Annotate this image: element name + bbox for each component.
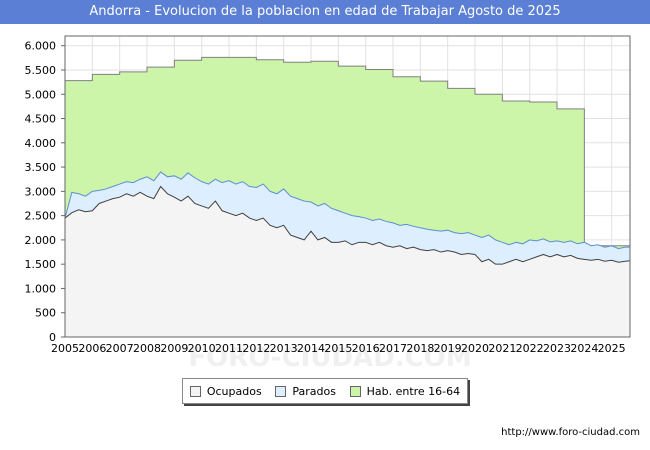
y-tick-label-0: 0 xyxy=(49,331,56,344)
y-tick-label-6: 3.000 xyxy=(25,185,57,198)
x-tick-label-14: 2019 xyxy=(434,342,462,355)
y-tick-label-2: 1.000 xyxy=(25,282,57,295)
x-tick-label-1: 2006 xyxy=(78,342,106,355)
legend-item-ocupados: Ocupados xyxy=(189,384,262,398)
legend-label-hab: Hab. entre 16-64 xyxy=(366,384,461,398)
series-line-0 xyxy=(65,56,630,247)
series-area-2 xyxy=(65,186,630,337)
y-tick-label-7: 3.500 xyxy=(25,161,57,174)
y-tick-label-5: 2.500 xyxy=(25,210,57,223)
x-tick-label-12: 2017 xyxy=(379,342,407,355)
x-tick-label-15: 2020 xyxy=(461,342,489,355)
series-line-1 xyxy=(64,171,630,250)
axes: 0 500 1.000 1.500 2.000 2.500 3.000 3.500 4.000 4… xyxy=(25,35,631,355)
x-tick-label-0: 2005 xyxy=(51,342,79,355)
y-tick-label-4: 2.000 xyxy=(25,234,57,247)
x-tick-label-16: 2021 xyxy=(488,342,516,355)
y-tick-label-12: 6.000 xyxy=(25,40,57,53)
plot-border xyxy=(64,35,631,338)
x-tick-label-2: 2007 xyxy=(106,342,134,355)
x-tick-label-7: 2012 xyxy=(242,342,270,355)
legend-item-parados: Parados xyxy=(275,385,336,398)
y-tick-label-3: 1.500 xyxy=(25,258,57,271)
x-tick-label-17: 2022 xyxy=(516,342,544,355)
legend-swatch-hab xyxy=(349,385,361,397)
x-tick-label-20: 2025 xyxy=(598,342,626,355)
x-tick-label-4: 2009 xyxy=(160,342,188,355)
x-tick-label-19: 2024 xyxy=(570,342,598,355)
source-link[interactable]: http://www.foro-ciudad.com xyxy=(501,427,640,438)
legend-label-parados: Parados xyxy=(292,384,336,398)
watermark: FORO-CIUDAD.COM xyxy=(188,343,471,373)
y-tick-label-10: 5.000 xyxy=(25,88,57,101)
x-tick-label-18: 2023 xyxy=(543,342,571,355)
y-tick-label-11: 5.500 xyxy=(25,64,57,77)
x-tick-label-10: 2015 xyxy=(324,342,352,355)
legend-swatch-parados xyxy=(275,385,287,397)
legend: Ocupados Parados Hab. entre 16-64 xyxy=(182,378,468,404)
series-layer xyxy=(64,56,631,337)
chart-title: Andorra - Evolucion de la poblacion en e… xyxy=(0,0,650,24)
x-tick-label-8: 2013 xyxy=(270,342,298,355)
legend-swatch-ocupados xyxy=(189,385,201,397)
y-tick-label-1: 500 xyxy=(35,307,56,320)
x-tick-label-5: 2010 xyxy=(188,342,216,355)
y-tick-label-8: 4.000 xyxy=(25,137,57,150)
x-tick-label-11: 2016 xyxy=(352,342,380,355)
chart-area: FORO-CIUDAD.COM 0 500 1.000 1.500 2.000 2.500… xyxy=(25,35,631,373)
y-tick-label-9: 4.500 xyxy=(25,113,57,126)
x-tick-label-6: 2011 xyxy=(215,342,243,355)
legend-label-ocupados: Ocupados xyxy=(206,384,262,398)
legend-item-hab: Hab. entre 16-64 xyxy=(349,384,461,398)
x-tick-label-3: 2008 xyxy=(133,342,161,355)
x-tick-label-13: 2018 xyxy=(406,342,434,355)
x-tick-label-9: 2014 xyxy=(297,342,325,355)
series-line-2 xyxy=(64,185,631,265)
